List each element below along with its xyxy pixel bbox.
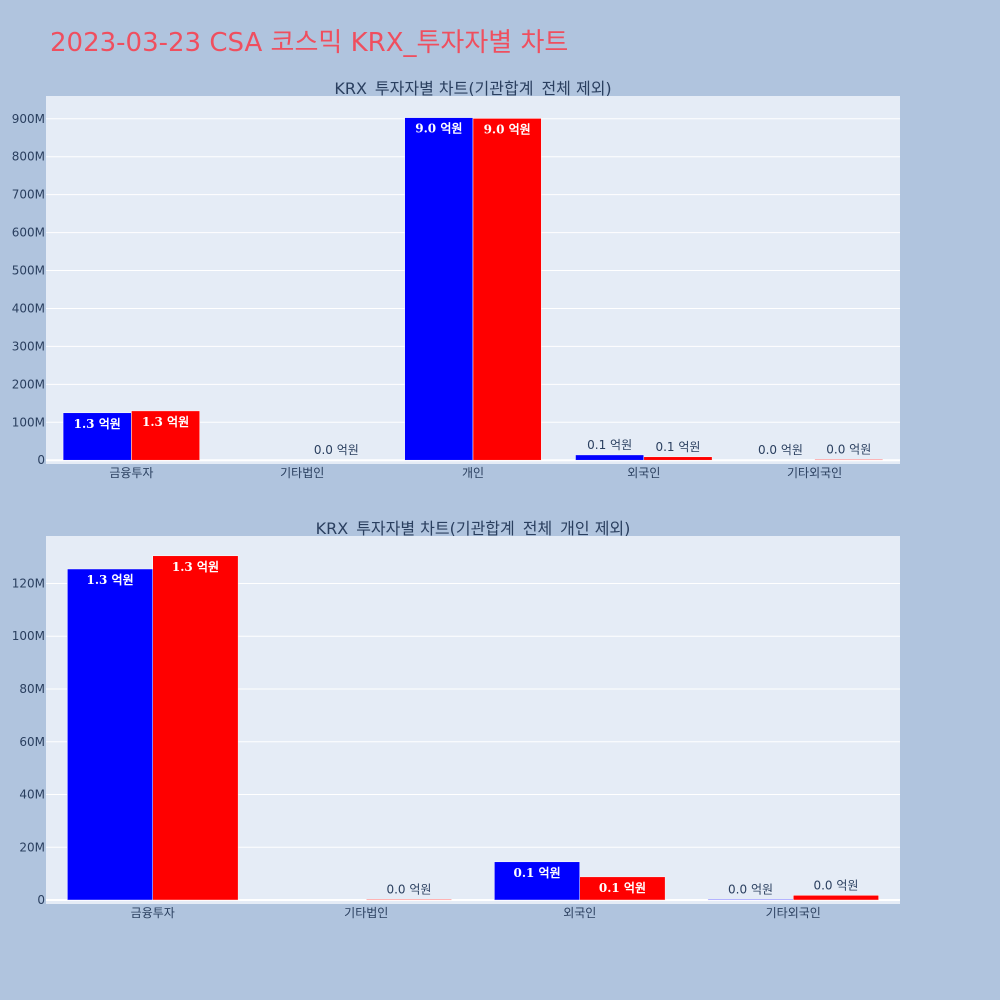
data-label: 0.1 억원 xyxy=(655,440,700,454)
y-tick-label: 40M xyxy=(19,788,45,802)
y-tick-label: 700M xyxy=(12,188,45,202)
x-tick-label: 기타외국인 xyxy=(766,906,821,920)
y-tick-label: 100M xyxy=(12,629,45,643)
y-tick-label: 0 xyxy=(37,453,45,467)
page-title: 2023-03-23 CSA 코스믹 KRX_투자자별 차트 xyxy=(50,28,569,58)
data-label: 1.3 억원 xyxy=(172,560,219,574)
y-tick-label: 60M xyxy=(19,735,45,749)
y-tick-label: 400M xyxy=(12,301,45,315)
data-label: 0.1 억원 xyxy=(599,881,646,895)
y-tick-label: 200M xyxy=(12,377,45,391)
y-tick-label: 600M xyxy=(12,226,45,240)
x-tick-label: 기타외국인 xyxy=(787,466,842,480)
x-tick-label: 금융투자 xyxy=(109,466,153,480)
data-label: 0.1 억원 xyxy=(513,866,560,880)
x-tick-label: 금융투자 xyxy=(131,906,175,920)
y-tick-label: 300M xyxy=(12,339,45,353)
data-label: 0.0 억원 xyxy=(314,443,359,457)
data-label: 0.0 억원 xyxy=(386,882,431,896)
bar xyxy=(814,459,884,461)
bar xyxy=(707,899,794,901)
data-label: 1.3 억원 xyxy=(142,415,189,429)
data-label: 1.3 억원 xyxy=(74,417,121,431)
x-tick-label: 외국인 xyxy=(627,466,660,480)
bar xyxy=(494,861,581,901)
bar xyxy=(793,895,879,901)
bar xyxy=(67,568,153,901)
y-tick-label: 900M xyxy=(12,112,45,126)
bar xyxy=(643,456,713,461)
bar xyxy=(579,876,666,901)
y-tick-label: 0 xyxy=(37,893,45,907)
y-tick-label: 100M xyxy=(12,415,45,429)
data-label: 0.0 억원 xyxy=(826,442,871,456)
bar xyxy=(472,118,542,461)
data-label: 0.0 억원 xyxy=(813,878,858,892)
y-tick-label: 20M xyxy=(19,840,45,854)
chart-bottom: KRX_투자자별 차트(기관합계_전체_개인 제외) 0 20M 40M 60M 80M 1… xyxy=(12,519,900,920)
x-tick-label: 기타법인 xyxy=(280,466,324,480)
chart-top: KRX_투자자별 차트(기관합계_전체 제외) 0 100M 200M 300M 400M… xyxy=(12,79,900,480)
x-tick-label: 기타법인 xyxy=(344,906,388,920)
bar xyxy=(366,899,452,901)
chart-title: KRX_투자자별 차트(기관합계_전체 제외) xyxy=(334,79,611,99)
data-label: 1.3 억원 xyxy=(86,573,133,587)
x-tick-label: 외국인 xyxy=(563,906,596,920)
data-label: 0.0 억원 xyxy=(728,882,773,896)
data-label: 0.0 억원 xyxy=(758,443,803,457)
y-tick-label: 120M xyxy=(12,576,45,590)
y-tick-label: 800M xyxy=(12,150,45,164)
bar xyxy=(152,555,239,901)
y-tick-label: 80M xyxy=(19,682,45,696)
x-tick-label: 개인 xyxy=(462,466,484,480)
bar xyxy=(404,117,474,461)
data-label: 9.0 억원 xyxy=(415,122,462,136)
chart-title: KRX_투자자별 차트(기관합계_전체_개인 제외) xyxy=(316,519,631,539)
bar xyxy=(62,412,132,461)
data-label: 0.1 억원 xyxy=(587,438,632,452)
bar xyxy=(131,410,200,461)
data-label: 9.0 억원 xyxy=(484,122,531,136)
y-tick-label: 500M xyxy=(12,264,45,278)
